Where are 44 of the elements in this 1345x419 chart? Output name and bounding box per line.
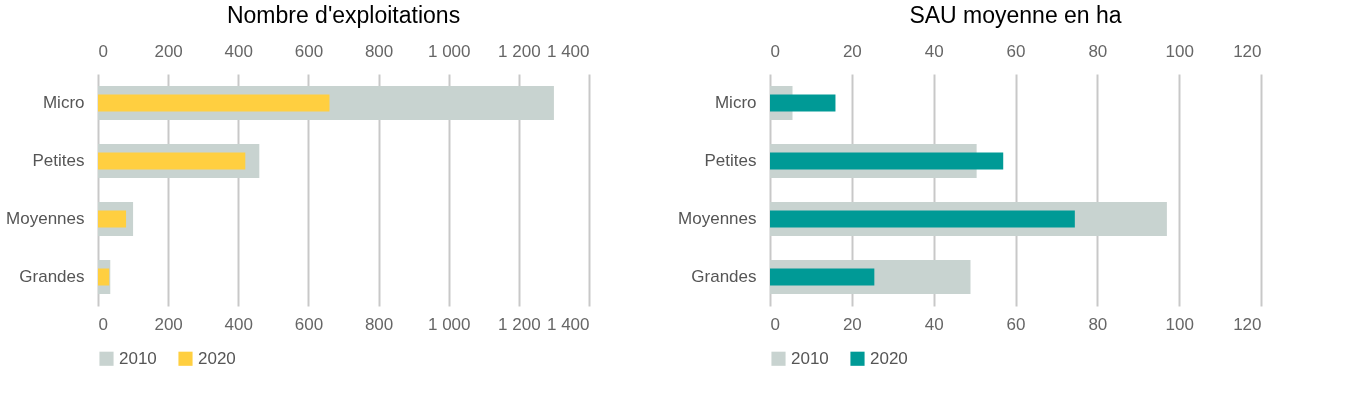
x2-tick-label: 200: [154, 41, 183, 61]
y-tick-label: Micro: [714, 93, 757, 112]
x2-tick-label: 60: [1006, 41, 1026, 61]
x-tick-label: 0: [98, 314, 108, 334]
x2-tick-label: 800: [364, 41, 394, 61]
x-tick-label: 200: [154, 314, 183, 334]
y-tick-label: Petites: [704, 151, 757, 170]
legend-label: 2020: [870, 348, 908, 368]
x2-tick-label: 1 200: [498, 41, 541, 61]
y-tick-label: Petites: [32, 151, 85, 170]
x2-tick-label: 600: [294, 41, 324, 61]
legend-label: 2010: [119, 348, 157, 368]
x-tick-label: 60: [1006, 314, 1026, 334]
y-tick-label: Grandes: [19, 267, 85, 286]
x-tick-label: 80: [1088, 314, 1108, 334]
x-tick-label: 1 200: [498, 314, 541, 334]
legend-label: 2010: [791, 348, 829, 368]
x2-tick-label: 120: [1233, 41, 1262, 61]
x-tick-label: 800: [364, 314, 394, 334]
y-tick-label: Micro: [42, 93, 85, 112]
x-tick-label: 120: [1233, 314, 1262, 334]
x-tick-label: 1 400: [546, 314, 590, 334]
x-tick-label: 400: [224, 314, 253, 334]
x-tick-label: 20: [842, 314, 862, 334]
x-tick-label: 40: [924, 314, 944, 334]
x2-tick-label: 20: [842, 41, 862, 61]
x-tick-label: 600: [294, 314, 324, 334]
x2-tick-label: 400: [224, 41, 253, 61]
y-tick-label: Moyennes: [6, 209, 85, 228]
legend-label: 2020: [198, 348, 236, 368]
x2-tick-label: 100: [1165, 41, 1194, 61]
x2-tick-label: 80: [1088, 41, 1108, 61]
chart-title: Nombre d'exploitations: [226, 2, 461, 28]
y-tick-label: Grandes: [691, 267, 757, 286]
x-tick-label: 1 000: [427, 314, 471, 334]
x2-tick-label: 0: [770, 41, 780, 61]
y-tick-label: Moyennes: [678, 209, 757, 228]
chart-title: SAU moyenne en ha: [909, 2, 1122, 28]
x2-tick-label: 1 000: [427, 41, 471, 61]
x-tick-label: 100: [1165, 314, 1194, 334]
x-tick-label: 0: [770, 314, 780, 334]
x2-tick-label: 1 400: [546, 41, 590, 61]
x2-tick-label: 0: [98, 41, 108, 61]
x2-tick-label: 40: [924, 41, 944, 61]
